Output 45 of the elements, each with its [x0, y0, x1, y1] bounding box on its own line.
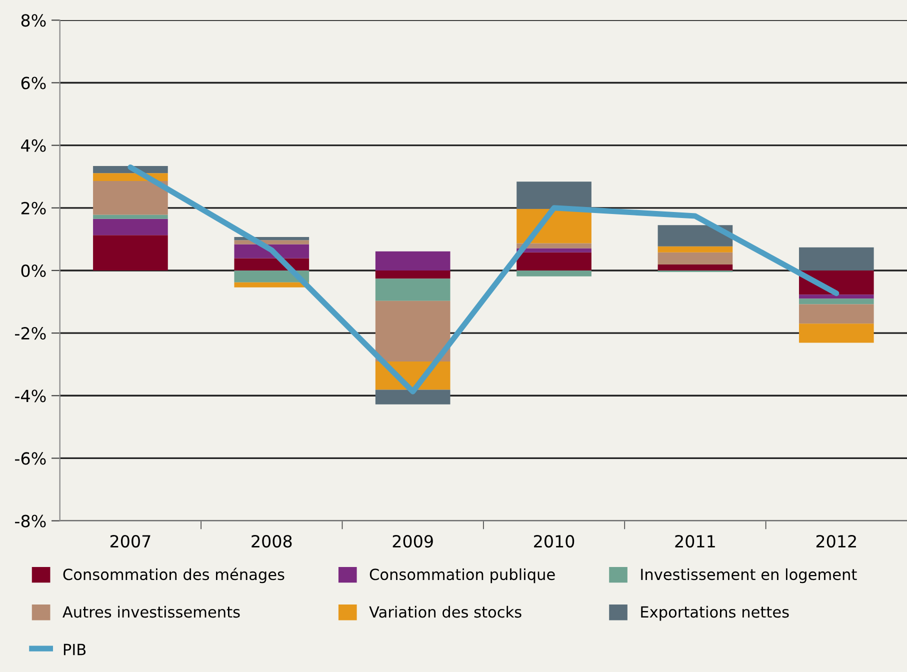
legend-label: Consommation des ménages — [63, 568, 284, 584]
x-tick-label: 2009 — [392, 534, 433, 548]
y-tick-label: -6% — [15, 452, 46, 465]
bar — [375, 390, 450, 404]
bar — [93, 235, 168, 270]
bar — [798, 294, 874, 299]
legend-label: Autres investissements — [62, 606, 240, 618]
bar — [798, 324, 874, 343]
bar — [93, 218, 168, 236]
y-tick-label: 0% — [21, 264, 46, 278]
bar — [658, 225, 733, 246]
bar — [516, 243, 592, 248]
bar — [516, 252, 592, 270]
legend-label: Exportations nettes — [641, 606, 789, 621]
bar — [798, 298, 874, 304]
bar — [93, 180, 168, 215]
bar — [375, 278, 450, 301]
bar — [234, 282, 310, 288]
bar — [658, 264, 733, 270]
y-tick-label: 6% — [21, 76, 46, 90]
legend-label: Consommation publique — [370, 568, 555, 584]
x-tick-label: 2010 — [534, 534, 574, 548]
y-tick-label: 8% — [21, 14, 46, 27]
y-tick-label: -4% — [15, 390, 46, 402]
x-tick-label: 2008 — [252, 534, 292, 548]
y-tick-label: 2% — [21, 202, 46, 214]
bar — [658, 246, 733, 252]
x-tick-label: 2011 — [675, 534, 715, 548]
y-tick-label: -2% — [15, 327, 46, 340]
bar — [375, 251, 450, 270]
bar — [516, 270, 592, 276]
bar — [798, 304, 874, 324]
legend-label: PIB — [64, 644, 86, 656]
y-tick-label: 4% — [21, 139, 46, 152]
bar — [375, 270, 450, 279]
bar — [93, 214, 168, 219]
bar — [798, 247, 874, 270]
legend-label: Variation des stocks — [369, 606, 522, 618]
y-tick-label: -8% — [15, 514, 46, 528]
x-tick-label: 2012 — [816, 534, 856, 548]
bar — [516, 182, 592, 209]
bar — [375, 300, 450, 362]
bar — [658, 252, 733, 265]
legend-label: Investissement en logement — [641, 568, 857, 584]
x-tick-label: 2007 — [110, 534, 150, 548]
